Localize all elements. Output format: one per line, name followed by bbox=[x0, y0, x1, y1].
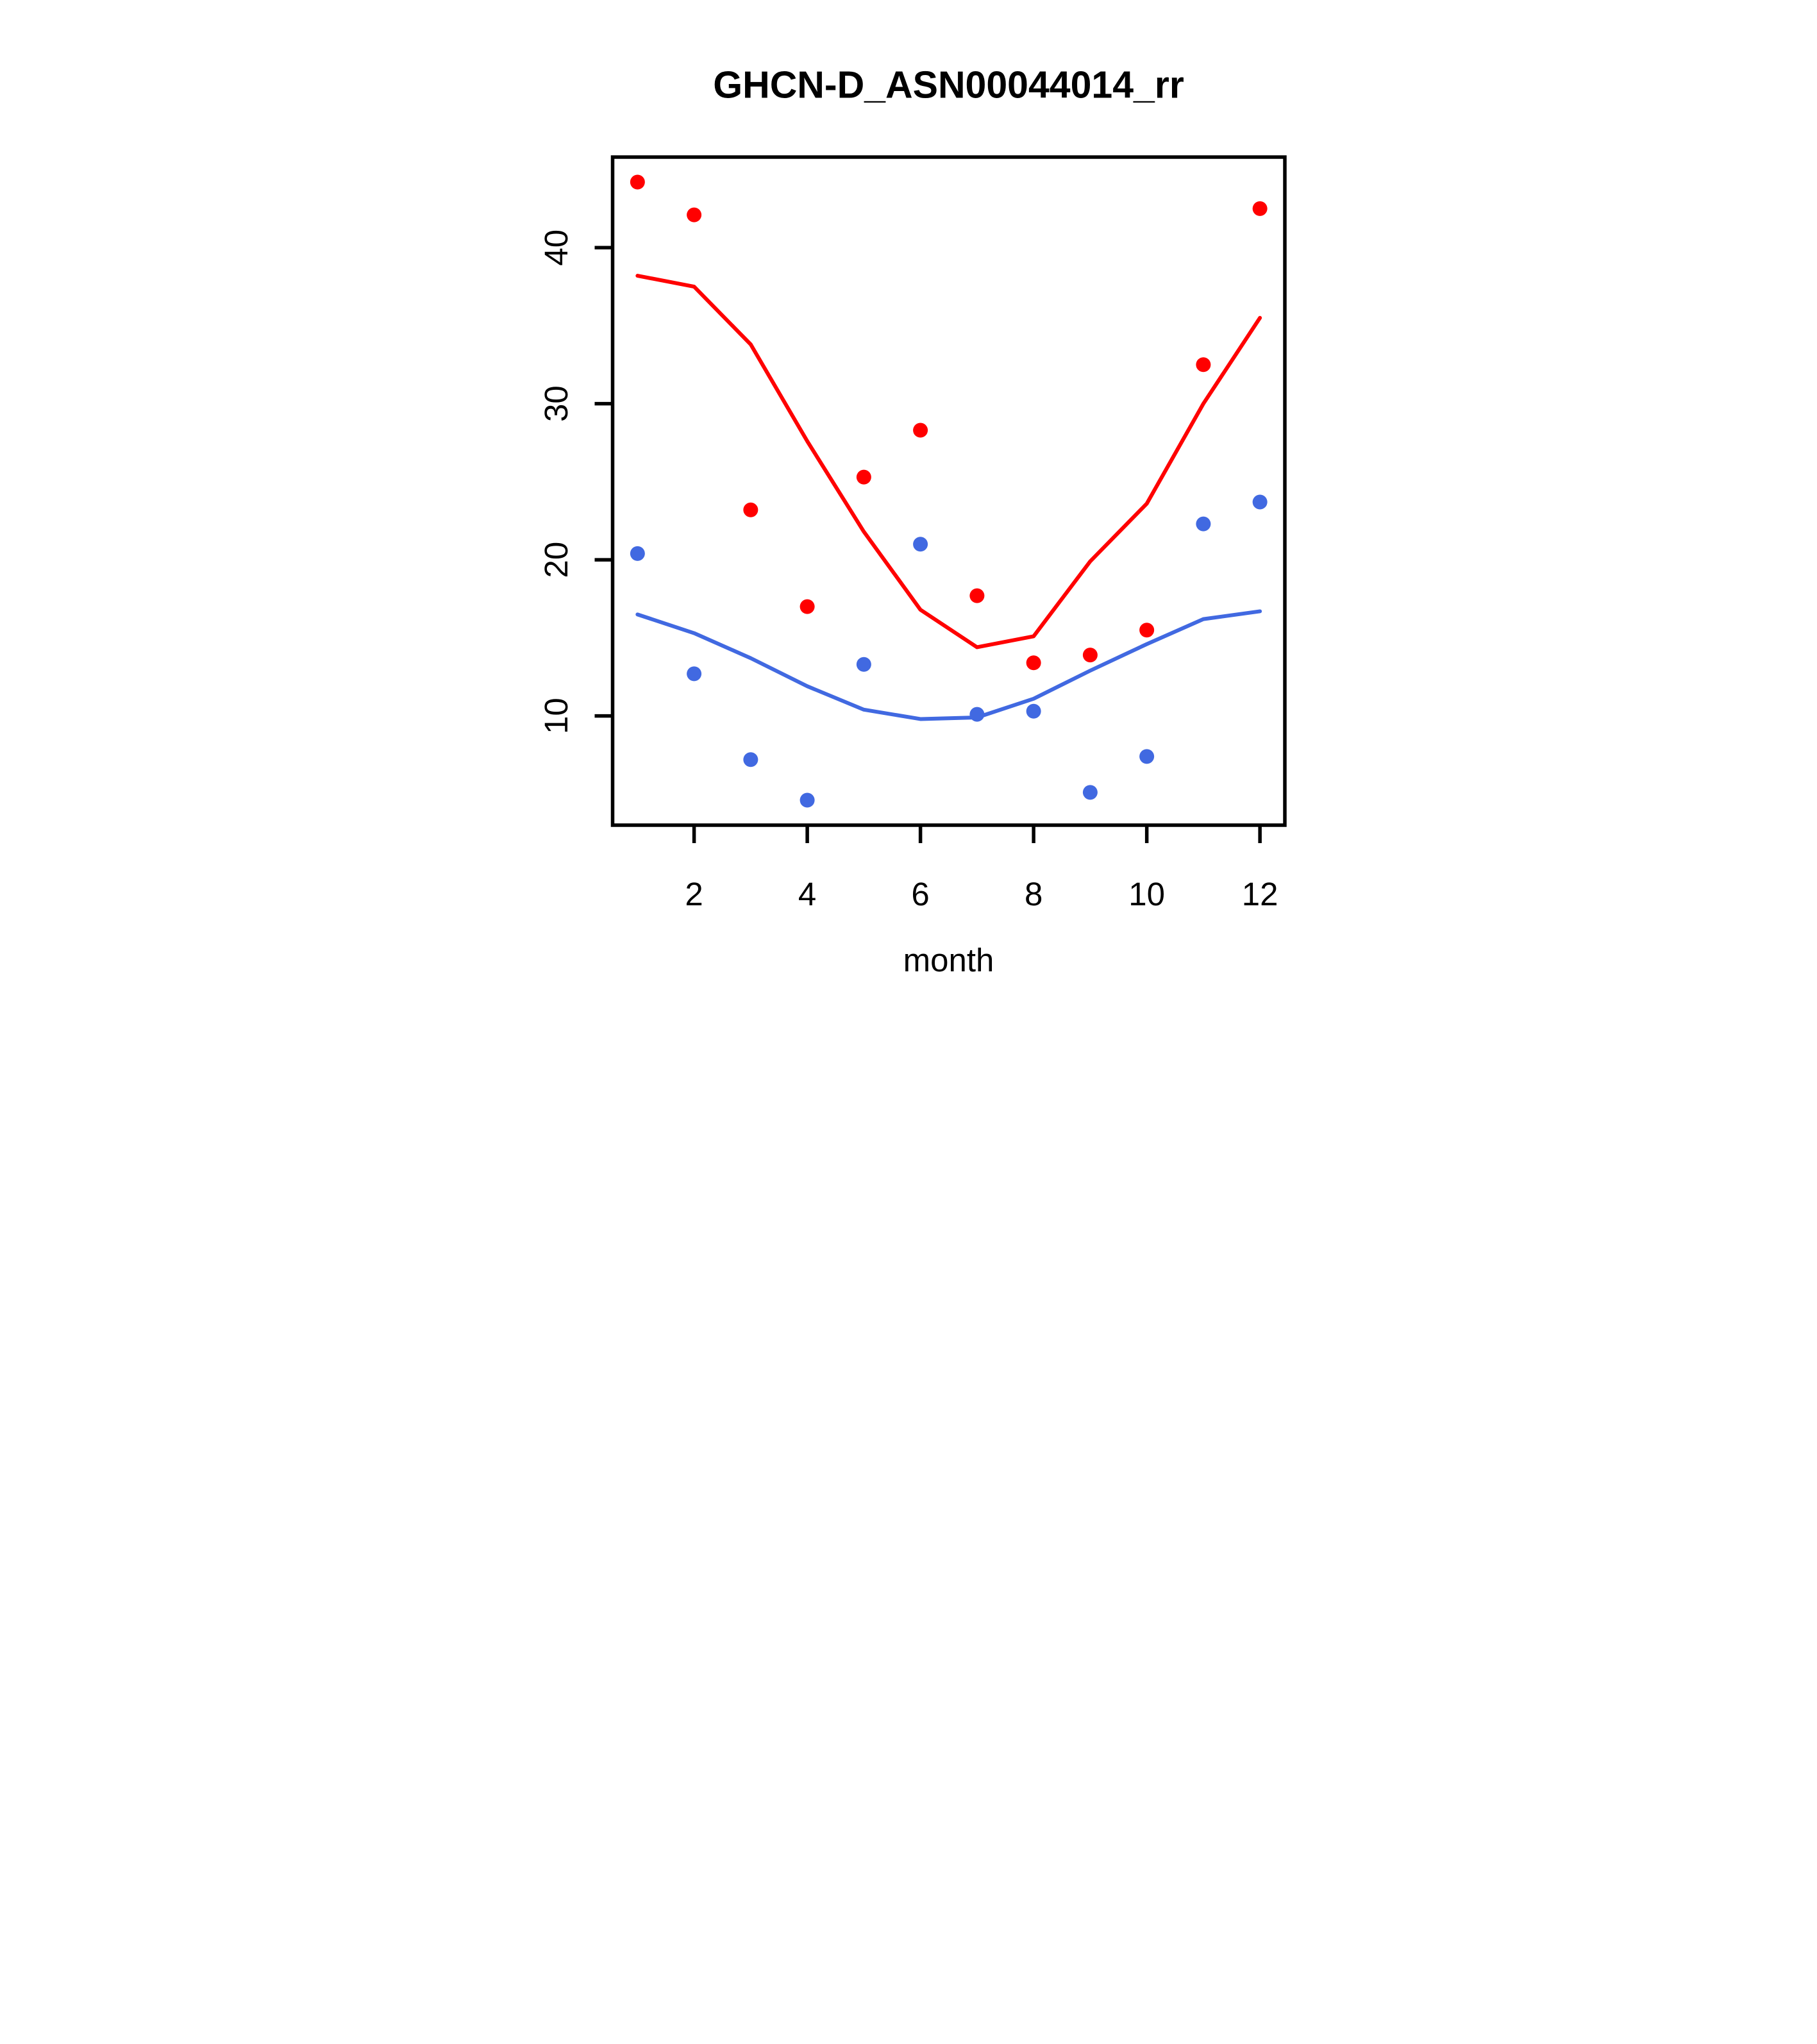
x-tick-label-8: 8 bbox=[1024, 876, 1042, 912]
y-tick-label-30: 30 bbox=[538, 385, 574, 422]
blue-points-month-5 bbox=[856, 657, 871, 672]
chart-title: GHCN-D_ASN00044014_rr bbox=[713, 64, 1184, 106]
red-points-month-2 bbox=[686, 207, 701, 222]
blue-points-month-4 bbox=[800, 792, 815, 808]
plot-figure: GHCN-D_ASN00044014_rr 2 4 6 8 10 12 10 20 30 40 m… bbox=[454, 0, 1363, 1022]
red-points-month-8 bbox=[1026, 655, 1041, 671]
blue-points-month-9 bbox=[1082, 785, 1098, 800]
x-axis-title: month bbox=[903, 942, 994, 978]
red-points-month-11 bbox=[1195, 357, 1210, 373]
red-points-month-3 bbox=[742, 502, 758, 517]
blue-points-month-8 bbox=[1026, 703, 1041, 719]
x-tick-label-2: 2 bbox=[685, 876, 703, 912]
blue-points-month-12 bbox=[1252, 494, 1268, 510]
red-points-month-12 bbox=[1252, 201, 1268, 216]
blue-points-month-7 bbox=[969, 707, 984, 722]
red-points-month-5 bbox=[856, 469, 871, 485]
red-points-month-1 bbox=[630, 174, 645, 190]
blue-smooth-line bbox=[635, 609, 1262, 721]
blue-points-month-11 bbox=[1195, 516, 1210, 532]
y-tick-label-40: 40 bbox=[538, 230, 574, 266]
blue-points-month-2 bbox=[686, 666, 701, 682]
x-tick-label-4: 4 bbox=[798, 876, 816, 912]
chart-svg: GHCN-D_ASN00044014_rr 2 4 6 8 10 12 10 20 30 40 m… bbox=[538, 64, 1287, 978]
red-smooth-line bbox=[635, 274, 1262, 649]
red-points-month-7 bbox=[969, 588, 984, 603]
red-points-month-4 bbox=[800, 599, 815, 614]
blue-points-month-10 bbox=[1139, 749, 1154, 764]
blue-points-month-3 bbox=[742, 752, 758, 767]
red-points-month-9 bbox=[1082, 648, 1098, 663]
y-tick-label-20: 20 bbox=[538, 542, 574, 578]
blue-points-month-1 bbox=[630, 546, 645, 561]
red-points-month-6 bbox=[912, 423, 928, 438]
x-tick-label-6: 6 bbox=[911, 876, 929, 912]
chart-layer: 2 4 6 8 10 12 10 20 30 40 bbox=[538, 155, 1287, 912]
x-tick-label-12: 12 bbox=[1241, 876, 1278, 912]
y-tick-label-10: 10 bbox=[538, 698, 574, 734]
x-tick-label-10: 10 bbox=[1128, 876, 1165, 912]
blue-points-month-6 bbox=[912, 537, 928, 552]
red-points-month-10 bbox=[1139, 623, 1154, 638]
plot-frame bbox=[610, 155, 1287, 827]
